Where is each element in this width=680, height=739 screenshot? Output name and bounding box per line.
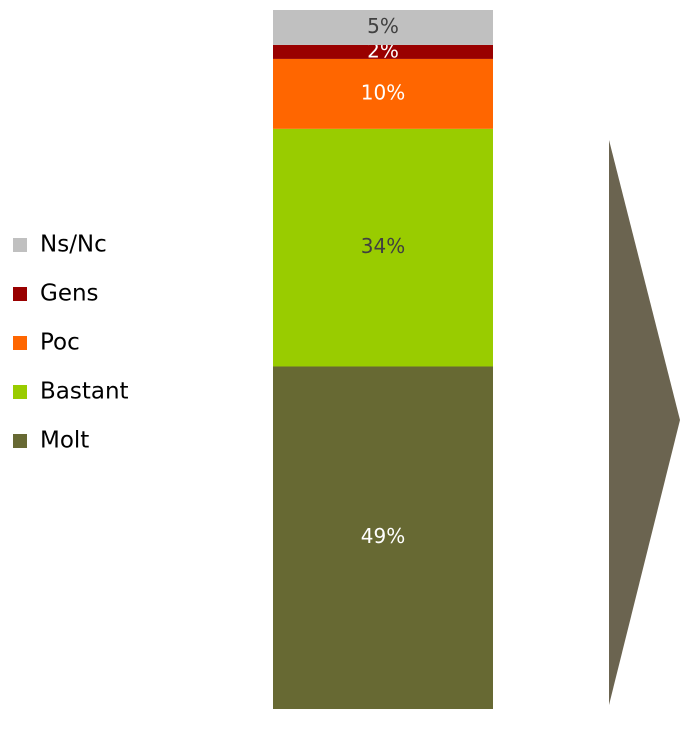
data-label: 10% — [361, 80, 405, 104]
legend-swatch — [13, 336, 27, 350]
data-label: 5% — [367, 14, 399, 38]
legend-label: Gens — [40, 281, 99, 307]
bar-segment — [273, 58, 493, 129]
legend-label: Bastant — [40, 379, 129, 405]
legend-swatch — [13, 287, 27, 301]
legend-swatch — [13, 238, 27, 252]
legend-label: Poc — [40, 330, 80, 356]
arrow-shape — [609, 140, 680, 705]
bar-segment — [273, 10, 493, 45]
legend-label: Molt — [40, 428, 89, 454]
legend-label: Ns/Nc — [40, 232, 107, 258]
bar-segment — [273, 128, 493, 367]
data-label: 49% — [361, 524, 405, 548]
bar-segment — [273, 44, 493, 59]
legend-swatch — [13, 385, 27, 399]
data-label: 34% — [361, 234, 405, 258]
bar-segment — [273, 366, 493, 709]
legend-swatch — [13, 434, 27, 448]
